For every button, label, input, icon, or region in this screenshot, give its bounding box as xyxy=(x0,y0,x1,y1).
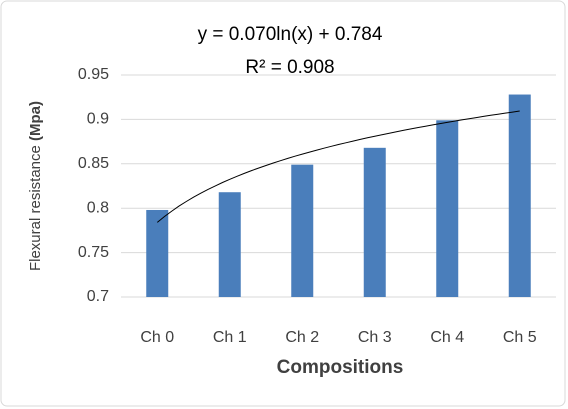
y-axis-title-unit: (Mpa) xyxy=(27,101,44,141)
bar xyxy=(218,192,241,297)
trend-r2: R² = 0.908 xyxy=(245,57,334,78)
bar xyxy=(291,164,314,297)
y-tick-label: 0.75 xyxy=(78,244,109,261)
bar xyxy=(508,94,531,297)
bar xyxy=(363,147,386,297)
x-tick-label: Ch 2 xyxy=(285,329,319,346)
y-tick-label: 0.7 xyxy=(87,288,109,305)
y-tick-label: 0.85 xyxy=(78,155,109,172)
x-tick-label: Ch 3 xyxy=(358,329,392,346)
bar xyxy=(146,209,169,297)
x-tick-label: Ch 1 xyxy=(213,329,247,346)
bar xyxy=(436,120,459,298)
y-tick-label: 0.95 xyxy=(78,66,109,83)
x-tick-label: Ch 4 xyxy=(430,329,464,346)
x-tick-label: Ch 5 xyxy=(503,329,537,346)
y-tick-label: 0.9 xyxy=(87,111,109,128)
y-tick-label: 0.8 xyxy=(87,199,109,216)
y-axis-title: Flexural resistance (Mpa) xyxy=(27,101,44,271)
y-axis-title-text: Flexural resistance xyxy=(27,145,44,271)
x-tick-label: Ch 0 xyxy=(140,329,174,346)
trend-equation: y = 0.070ln(x) + 0.784 xyxy=(198,24,383,45)
trendline xyxy=(156,110,520,223)
x-axis-title: Compositions xyxy=(277,357,404,378)
